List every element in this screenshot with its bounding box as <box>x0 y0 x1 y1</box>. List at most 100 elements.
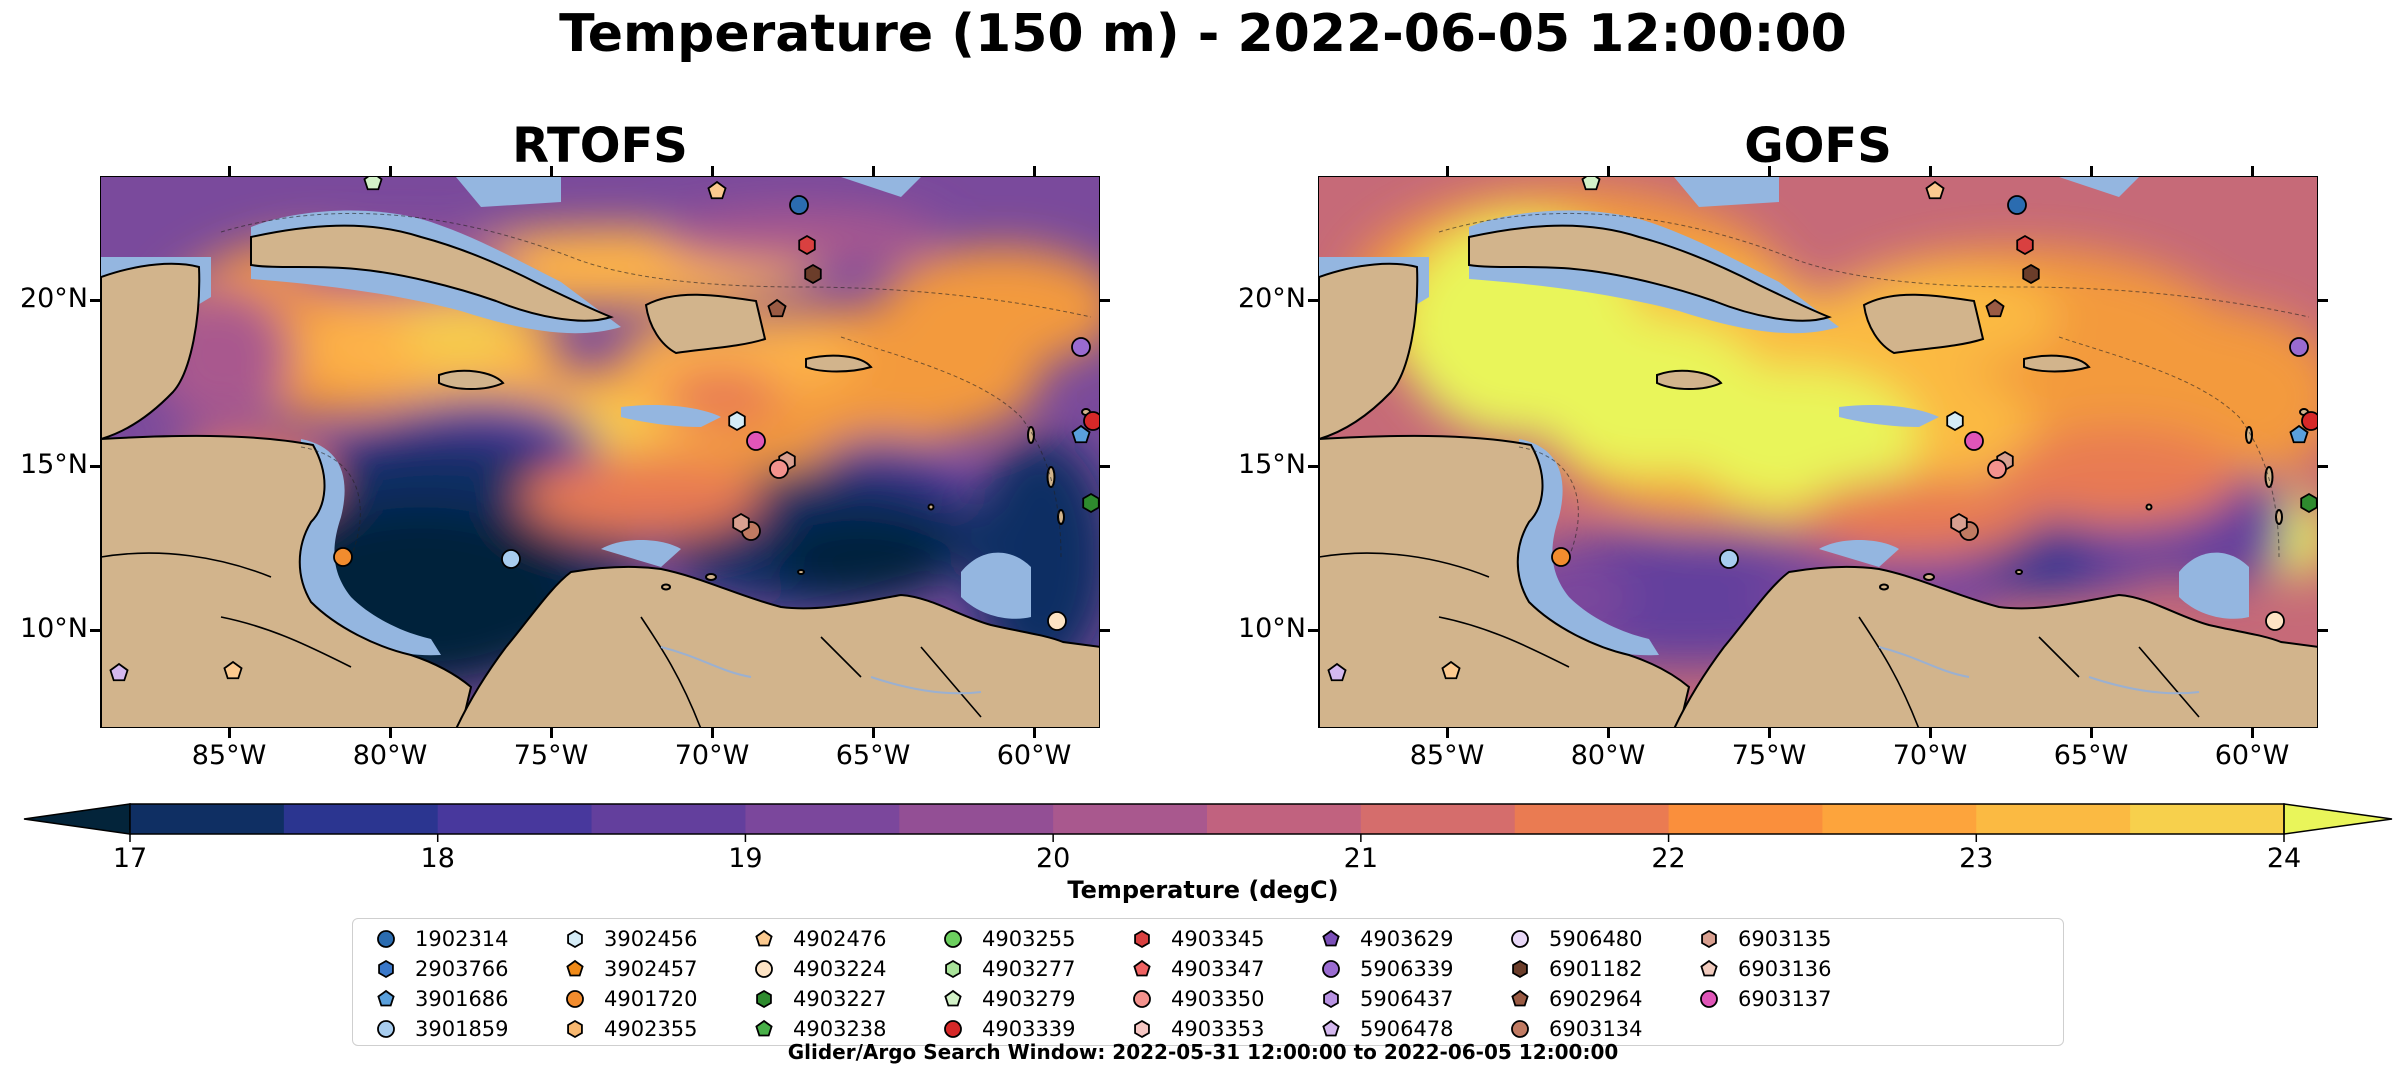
float-marker-4903279[interactable] <box>1581 177 1601 191</box>
legend-item: 6901182 <box>1509 955 1643 983</box>
float-marker-1902314[interactable] <box>2007 195 2027 215</box>
float-marker-6903137[interactable] <box>1964 431 1984 451</box>
legend-label: 6903136 <box>1738 957 1832 981</box>
legend-label: 3902457 <box>604 957 698 981</box>
legend-item: 5906339 <box>1320 955 1454 983</box>
legend-item: 3901859 <box>375 1015 509 1043</box>
float-marker-5906339[interactable] <box>1071 337 1091 357</box>
colorbar-segment <box>1822 804 1977 834</box>
hexagon-marker-icon <box>1134 1019 1150 1039</box>
legend-item: 3901686 <box>375 985 509 1013</box>
legend-item: 4903255 <box>942 925 1076 953</box>
float-marker-5906478[interactable] <box>109 662 129 682</box>
float-marker-4903339[interactable] <box>2301 411 2318 431</box>
float-marker-4902476[interactable] <box>707 180 727 200</box>
float-marker-4902476[interactable] <box>223 660 243 680</box>
float-marker-4903339[interactable] <box>1083 411 1100 431</box>
x-tick-label: 65°W <box>2053 740 2129 771</box>
x-tick-label: 80°W <box>1570 740 1646 771</box>
float-marker-4903350[interactable] <box>1987 459 2007 479</box>
legend-item: 2903766 <box>375 955 509 983</box>
legend-item: 5906437 <box>1320 985 1454 1013</box>
hexagon-marker-icon <box>945 959 961 979</box>
x-tick-mark <box>1768 728 1771 738</box>
colorbar-segment <box>1514 804 1670 834</box>
float-marker-6901182[interactable] <box>804 263 822 285</box>
x-tick-mark <box>228 728 231 738</box>
float-marker-4903279[interactable] <box>363 177 383 191</box>
rtofs-map[interactable] <box>100 176 1100 728</box>
legend-label: 6903134 <box>1549 1017 1643 1041</box>
float-marker-3901859[interactable] <box>1719 549 1739 569</box>
circle-marker-icon <box>1511 930 1529 948</box>
colorbar-segment <box>1976 804 2131 834</box>
float-marker-3901686[interactable] <box>2289 424 2309 444</box>
float-marker-3901859[interactable] <box>501 549 521 569</box>
colorbar-segment <box>2130 804 2285 834</box>
hexagon-marker-icon <box>1701 929 1717 949</box>
float-marker-6902964[interactable] <box>1985 298 2005 318</box>
colorbar-tick-label: 17 <box>112 843 148 874</box>
y-tick-label: 20°N <box>1237 283 1306 314</box>
float-marker-4903345[interactable] <box>798 234 816 256</box>
x-tick-mark <box>228 166 231 176</box>
legend-label: 5906437 <box>1360 987 1454 1011</box>
legend-label: 4901720 <box>604 987 698 1011</box>
legend-item: 4903345 <box>1131 925 1265 953</box>
float-marker-3901686[interactable] <box>1071 424 1091 444</box>
circle-marker-icon <box>944 1020 962 1038</box>
legend-label: 5906480 <box>1549 927 1643 951</box>
float-marker-4903345[interactable] <box>2016 234 2034 256</box>
pentagon-marker-icon <box>944 989 962 1007</box>
legend-item: 6903135 <box>1698 925 1832 953</box>
float-marker-3902456[interactable] <box>728 410 746 432</box>
float-marker-4901720[interactable] <box>333 547 353 567</box>
gofs-map[interactable] <box>1318 176 2318 728</box>
float-marker-5906339[interactable] <box>2289 337 2309 357</box>
legend-item: 4903629 <box>1320 925 1454 953</box>
float-marker-6903137[interactable] <box>746 431 766 451</box>
pentagon-marker-icon <box>377 989 395 1007</box>
circle-marker-icon <box>1700 990 1718 1008</box>
legend-label: 4903339 <box>982 1017 1076 1041</box>
y-tick-mark <box>2318 465 2328 468</box>
pentagon-marker-icon <box>1133 959 1151 977</box>
float-marker-4903350[interactable] <box>769 459 789 479</box>
circle-marker-icon <box>377 930 395 948</box>
legend-item: 5906478 <box>1320 1015 1454 1043</box>
float-marker-4901720[interactable] <box>1551 547 1571 567</box>
legend-item: 1902314 <box>375 925 509 953</box>
x-tick-label: 65°W <box>835 740 911 771</box>
float-marker-3902456[interactable] <box>1946 410 1964 432</box>
float-marker-4903224[interactable] <box>1047 611 1067 631</box>
pentagon-marker-icon <box>1511 989 1529 1007</box>
float-marker-4902476[interactable] <box>1925 180 1945 200</box>
colorbar-segment <box>1207 804 1362 834</box>
colorbar-tick-label: 21 <box>1343 843 1379 874</box>
y-tick-mark <box>1308 465 1318 468</box>
legend-item: 4903224 <box>753 955 887 983</box>
y-tick-mark <box>2318 629 2328 632</box>
x-tick-label: 60°W <box>996 740 1072 771</box>
float-marker-4903227[interactable] <box>1082 492 1099 514</box>
float-marker-1902314[interactable] <box>789 195 809 215</box>
legend-label: 4902355 <box>604 1017 698 1041</box>
float-marker-4902476[interactable] <box>1441 660 1461 680</box>
legend-item: 4903277 <box>942 955 1076 983</box>
y-tick-label: 10°N <box>1237 613 1306 644</box>
float-marker-4903227[interactable] <box>2300 492 2317 514</box>
float-marker-6902964[interactable] <box>767 298 787 318</box>
map-canvas <box>1319 177 2318 727</box>
legend-label: 4903238 <box>793 1017 887 1041</box>
y-tick-label: 15°N <box>1237 449 1306 480</box>
float-marker-6903135[interactable] <box>732 512 750 534</box>
legend-label: 6901182 <box>1549 957 1643 981</box>
float-marker-4903224[interactable] <box>2265 611 2285 631</box>
float-marker-5906478[interactable] <box>1327 662 1347 682</box>
float-marker-6901182[interactable] <box>2022 263 2040 285</box>
float-marker-6903135[interactable] <box>1950 512 1968 534</box>
colorbar-segment <box>130 804 285 834</box>
x-tick-label: 85°W <box>191 740 267 771</box>
colorbar-label: Temperature (degC) <box>1067 876 1339 904</box>
x-tick-mark <box>1446 728 1449 738</box>
